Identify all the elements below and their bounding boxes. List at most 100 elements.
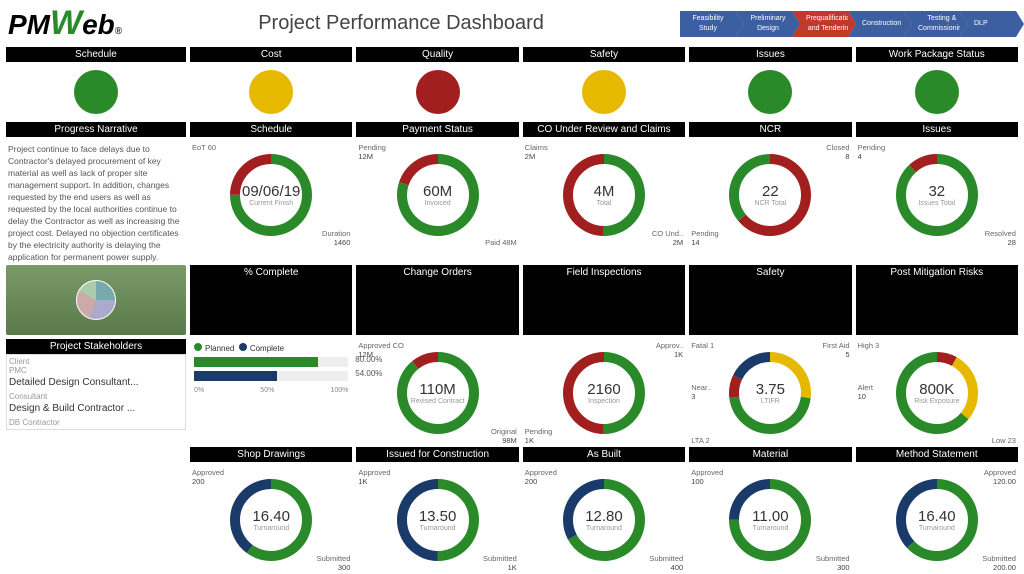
panel-header: Issued for Construction	[356, 447, 518, 462]
donut-label: Inspection	[588, 398, 620, 405]
stakeholder-name[interactable]: Design & Build Contractor ...	[9, 403, 183, 414]
donut-side-label: Claims2M	[525, 143, 548, 161]
indicator-header: Safety	[523, 47, 685, 62]
donut-value: 11.00	[752, 508, 788, 525]
indicator-header: Issues	[689, 47, 851, 62]
indicator-light	[915, 70, 959, 114]
main-row2: % CompleteChange OrdersField Inspections…	[0, 265, 1024, 447]
panel-header: NCR	[689, 122, 851, 137]
logo-w: W	[50, 4, 82, 43]
phase-dlp[interactable]: DLP	[960, 11, 1016, 37]
donut-value: 16.40	[918, 508, 956, 525]
donut-label: Issues Total	[918, 200, 955, 207]
donut-label: Revised Contract	[411, 398, 465, 405]
panel-header: Issues	[856, 122, 1018, 137]
phase-feasibility-study[interactable]: Feasibility Study	[680, 11, 736, 37]
donut-label: Invoiced	[425, 200, 451, 207]
donut-side-label: EoT 60	[192, 143, 216, 152]
donut-side-label: Submitted1K	[483, 554, 517, 572]
indicator-light	[74, 70, 118, 114]
donut-side-label: Approved100	[691, 468, 723, 486]
donut-side-label: Submitted300	[816, 554, 850, 572]
donut-side-label: Original98M	[491, 427, 517, 445]
donut-label: Current Finish	[249, 200, 293, 207]
donut-side-label: Closed8	[826, 143, 849, 161]
panel-header: As Built	[523, 447, 685, 462]
indicator-cell	[6, 62, 186, 122]
panel-header: Post Mitigation Risks	[856, 265, 1018, 335]
panel-header: Safety	[689, 265, 851, 335]
donut-side-label: Approved120.00	[984, 468, 1016, 486]
donut-change-orders: 110MRevised Contract Approved CO12M Origin…	[356, 339, 518, 447]
stakeholder-name[interactable]: Detailed Design Consultant...	[9, 377, 183, 388]
indicator-cell	[523, 62, 685, 122]
donut-label: Turnaround	[919, 525, 955, 532]
panel-header: Shop Drawings	[190, 447, 352, 462]
top-bar: PM W eb ® Project Performance Dashboard …	[0, 0, 1024, 47]
donut-value: 4M	[594, 183, 615, 200]
donut-side-label: Pending12M	[358, 143, 386, 161]
indicator-cell	[689, 62, 851, 122]
main-row3: Shop Drawings Issued for Construction As B…	[0, 447, 1024, 574]
indicator-header: Work Package Status	[856, 47, 1018, 62]
project-image	[6, 265, 186, 335]
donut-side-label: Approv..1K	[656, 341, 683, 359]
panel-header: Project Stakeholders	[6, 339, 186, 354]
indicator-light	[582, 70, 626, 114]
donut-value: 110M	[419, 381, 455, 398]
panel-header: Progress Narrative	[6, 122, 186, 137]
donut-side-label: Approved200	[192, 468, 224, 486]
logo-pm: PM	[8, 9, 50, 41]
stakeholder-role: DB Contractor	[9, 418, 183, 427]
phase-testing-commissioning[interactable]: Testing & Commissioning	[904, 11, 960, 37]
pct-complete-chart: Planned Complete 80.00% 54.00% 0%50%100%	[190, 339, 352, 447]
panel-header: CO Under Review and Claims	[523, 122, 685, 137]
panel-header: Schedule	[190, 122, 352, 137]
panel-header: Change Orders	[356, 265, 518, 335]
donut-co-under-review-and-claims: 4MTotal Claims2M CO Und..2M	[523, 141, 685, 249]
stakeholders-list: ClientPMCDetailed Design Consultant...Co…	[6, 354, 186, 430]
indicator-cell	[190, 62, 352, 122]
donut-side-label: Alert10	[858, 383, 873, 401]
indicator-header: Schedule	[6, 47, 186, 62]
logo: PM W eb ®	[8, 4, 122, 43]
panel-header: Method Statement	[856, 447, 1018, 462]
donut-issues: 32Issues TotalPending4Resolved28	[856, 141, 1018, 249]
indicator-headers: ScheduleCostQualitySafetyIssuesWork Pack…	[0, 47, 1024, 62]
phase-construction[interactable]: Construction	[848, 11, 904, 37]
donut-value: 60M	[423, 183, 452, 200]
main-row1: Progress NarrativeSchedulePayment Status…	[0, 122, 1024, 265]
indicator-header: Quality	[356, 47, 518, 62]
donut-side-label: High 3	[858, 341, 880, 350]
page-title: Project Performance Dashboard	[122, 12, 680, 35]
donut-value: 2160	[587, 381, 620, 398]
donut-as-built: 12.80TurnaroundApproved200Submitted400	[523, 466, 685, 574]
donut-side-label: LTA 2	[691, 436, 709, 445]
panel-header: Field Inspections	[523, 265, 685, 335]
phase-preliminary-design[interactable]: Preliminary Design	[736, 11, 792, 37]
donut-label: Total	[597, 200, 612, 207]
donut-label: Turnaround	[253, 525, 289, 532]
panel-header: % Complete	[190, 265, 352, 335]
stakeholder-role: Client	[9, 357, 183, 366]
spacer	[6, 447, 186, 462]
progress-narrative: Project continue to face delays due to C…	[6, 141, 186, 265]
donut-label: LTIFR	[761, 398, 780, 405]
donut-value: 800K	[919, 381, 954, 398]
panel-header: Material	[689, 447, 851, 462]
donut-value: 3.75	[756, 381, 785, 398]
donut-side-label: Approved CO12M	[358, 341, 403, 359]
donut-side-label: Low 23	[992, 436, 1016, 445]
donut-side-label: Submitted200.00	[982, 554, 1016, 572]
stakeholder-role: PMC	[9, 366, 183, 375]
donut-side-label: CO Und..2M	[652, 229, 683, 247]
donut-shop-drawings: 16.40TurnaroundApproved200Submitted300	[190, 466, 352, 574]
donut-field-inspections: 2160InspectionApprov..1KPending1K	[523, 339, 685, 447]
donut-side-label: First Aid5	[823, 341, 850, 359]
donut-method-statement: 16.40Turnaround Approved120.00 Submitted20…	[856, 466, 1018, 574]
donut-side-label: Duration1460	[322, 229, 350, 247]
indicator-light	[748, 70, 792, 114]
donut-material: 11.00TurnaroundApproved100Submitted300	[689, 466, 851, 574]
phase-prequalification-and-tendering[interactable]: Prequalification and Tendering	[792, 11, 848, 37]
spacer	[6, 466, 186, 574]
